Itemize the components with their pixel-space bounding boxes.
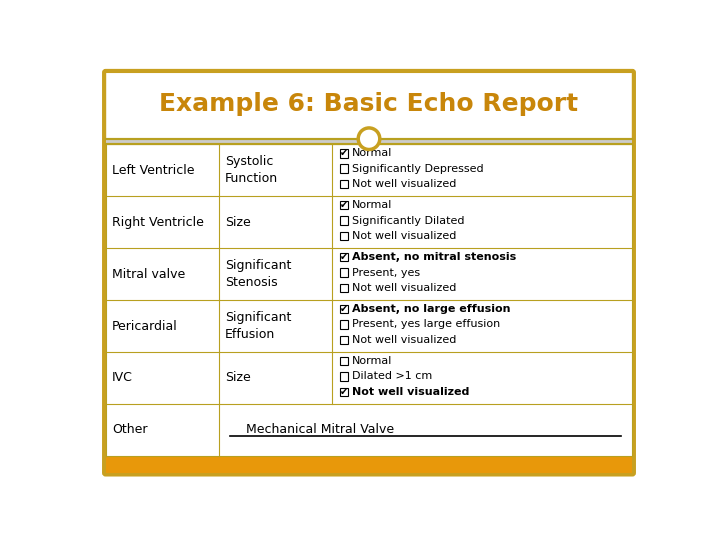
Bar [340,232,348,240]
Bar [106,352,632,404]
Bar [340,164,348,173]
Bar [340,253,348,261]
Text: Significant
Effusion: Significant Effusion [225,311,292,341]
Text: Not well visualized: Not well visualized [352,179,456,189]
Text: Systolic
Function: Systolic Function [225,155,278,185]
Text: Not well visualized: Not well visualized [352,387,469,397]
Text: Right Ventricle: Right Ventricle [112,215,204,228]
Bar [340,388,348,396]
Text: Not well visualized: Not well visualized [352,283,456,293]
Text: IVC: IVC [112,372,132,384]
Bar [340,357,348,366]
Text: Absent, no large effusion: Absent, no large effusion [352,304,510,314]
Bar [340,201,348,210]
Bar [340,284,348,292]
Text: Mechanical Mitral Valve: Mechanical Mitral Valve [234,423,395,436]
Bar [340,305,348,313]
Text: Not well visualized: Not well visualized [352,335,456,345]
Bar [340,180,348,188]
Text: Mitral valve: Mitral valve [112,267,185,281]
Text: ✔: ✔ [340,148,348,158]
FancyBboxPatch shape [104,71,634,475]
Bar [340,217,348,225]
Bar [106,144,632,196]
Bar [340,149,348,158]
Text: Size: Size [225,372,251,384]
Text: Other: Other [112,423,148,436]
Bar [340,268,348,277]
Bar [340,320,348,329]
Text: Significantly Dilated: Significantly Dilated [352,215,464,226]
Bar [106,300,632,352]
Text: ✔: ✔ [340,304,348,314]
Bar [106,248,632,300]
Text: ✔: ✔ [340,387,348,397]
Circle shape [359,128,379,150]
Text: Dilated >1 cm: Dilated >1 cm [352,372,433,381]
Text: Normal: Normal [352,148,392,158]
Text: ✔: ✔ [340,200,348,210]
Text: ✔: ✔ [340,252,348,262]
Bar [106,404,632,456]
Bar [106,196,632,248]
Text: Absent, no mitral stenosis: Absent, no mitral stenosis [352,252,516,262]
Bar [106,456,632,473]
Text: Size: Size [225,215,251,228]
Bar [340,372,348,381]
Text: Present, yes large effusion: Present, yes large effusion [352,320,500,329]
Text: Example 6: Basic Echo Report: Example 6: Basic Echo Report [159,92,579,116]
Text: Normal: Normal [352,200,392,210]
Text: Significant
Stenosis: Significant Stenosis [225,259,292,289]
Text: Not well visualized: Not well visualized [352,231,456,241]
Bar [340,335,348,344]
Text: Normal: Normal [352,356,392,366]
Text: Pericardial: Pericardial [112,320,178,333]
Bar [106,144,632,456]
Text: Present, yes: Present, yes [352,267,420,278]
Bar [106,139,632,144]
Text: Significantly Depressed: Significantly Depressed [352,164,484,173]
Text: Left Ventricle: Left Ventricle [112,164,194,177]
